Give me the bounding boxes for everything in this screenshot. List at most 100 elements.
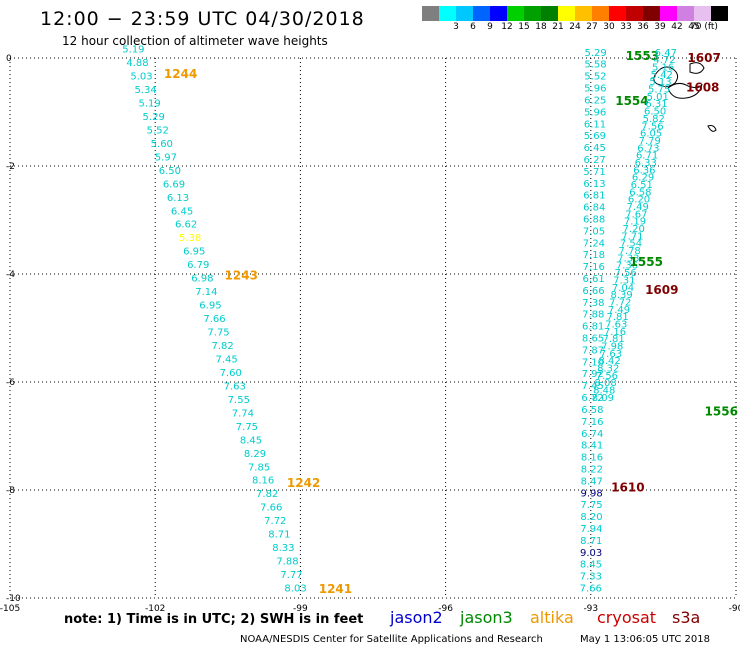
wave-height-value: 7.88 (582, 310, 604, 321)
color-scale-label: 12 (501, 22, 513, 32)
wave-height-value: 7.82 (256, 489, 278, 500)
pass-time-label: 1608 (686, 81, 719, 95)
pass-time-label: 1610 (611, 480, 644, 494)
wave-height-value: 7.75 (236, 422, 258, 433)
wave-height-value: 8.09 (592, 393, 614, 404)
wave-height-value: 6.74 (581, 429, 603, 440)
wave-height-value: 6.81 (583, 191, 605, 202)
color-swatch (456, 6, 473, 21)
wave-height-value: 8.71 (580, 536, 602, 547)
y-tick-label: -4 (6, 270, 15, 280)
wave-height-value: 6.36 (633, 165, 655, 176)
wave-height-value: 6.05 (640, 129, 662, 140)
wave-height-value: 6.51 (631, 180, 653, 191)
wave-height-value: 5.19 (122, 45, 144, 56)
color-swatch (422, 6, 439, 21)
wave-height-value: 7.56 (615, 268, 637, 279)
wave-height-value: 9.98 (581, 488, 603, 499)
color-swatch (524, 6, 541, 21)
wave-height-value: 5.97 (155, 152, 177, 163)
wave-height-value: 7.87 (582, 345, 604, 356)
wave-height-value: 8.22 (581, 464, 603, 475)
color-swatch (677, 6, 694, 21)
x-tick-label: -93 (583, 604, 598, 614)
wave-height-value: 6.45 (584, 143, 606, 154)
wave-height-value: 5.19 (139, 98, 161, 109)
wave-height-value: 7.66 (580, 584, 602, 595)
wave-height-value: 9.03 (580, 548, 602, 559)
color-scale-label: 33 (620, 22, 632, 32)
wave-height-value: 8.33 (272, 543, 294, 554)
wave-height-value: 5.29 (585, 48, 607, 59)
color-swatch (711, 6, 728, 21)
wave-height-value: 7.63 (600, 349, 622, 360)
wave-height-value: 6.58 (629, 187, 651, 198)
wave-height-value: 7.92 (582, 369, 604, 380)
wave-height-value: 5.60 (151, 139, 173, 150)
page-title: 12:00 − 23:59 UTC 04/30/2018 (40, 8, 365, 30)
wave-height-value: 6.81 (582, 322, 604, 333)
wave-height-value: 6.13 (583, 179, 605, 190)
wave-height-value: 7.56 (596, 371, 618, 382)
island-outline (689, 62, 705, 74)
wave-height-value: 5.96 (584, 107, 606, 118)
legend-item-s3a: s3a (672, 608, 701, 627)
legend-item-jason2: jason2 (390, 608, 443, 627)
wave-height-value: 7.49 (608, 305, 630, 316)
page-subtitle: 12 hour collection of altimeter wave hei… (62, 34, 328, 48)
wave-height-value: 6.88 (583, 214, 605, 225)
color-swatch (694, 6, 711, 21)
wave-height-value: 5.13 (649, 77, 671, 88)
pass-time-label: 1556 (705, 405, 738, 419)
wave-height-value: 6.29 (632, 173, 654, 184)
color-scale-label: 36 (637, 22, 649, 32)
wave-height-value: 5.52 (147, 125, 169, 136)
wave-height-value: 8.65 (582, 334, 604, 345)
wave-height-value: 6.45 (171, 206, 193, 217)
wave-height-value: 5.34 (134, 85, 156, 96)
color-scale-label: 24 (569, 22, 581, 32)
wave-height-value: 8.16 (581, 453, 603, 464)
island-outline (653, 66, 679, 88)
wave-height-value: 7.16 (581, 417, 603, 428)
color-swatch (575, 6, 592, 21)
wave-height-value: 8.29 (244, 449, 266, 460)
wave-height-value: 6.62 (175, 220, 197, 231)
wave-height-value: 7.14 (195, 287, 217, 298)
wave-height-value: 7.55 (228, 395, 250, 406)
wave-height-value: 7.19 (624, 217, 646, 228)
wave-height-value: 7.16 (604, 327, 626, 338)
color-scale-label: 42 (671, 22, 683, 32)
y-tick-label: -8 (6, 486, 15, 496)
wave-height-value: 7.45 (581, 381, 603, 392)
wave-height-value: 7.04 (612, 283, 634, 294)
wave-height-value: 7.71 (621, 231, 643, 242)
pass-time-label: 1244 (164, 67, 197, 81)
color-swatch (592, 6, 609, 21)
color-scale-label: 27 (586, 22, 598, 32)
credit-text: NOAA/NESDIS Center for Satellite Applica… (240, 634, 543, 645)
wave-height-value: 8.08 (594, 378, 616, 389)
wave-height-value: 5.75 (648, 85, 670, 96)
wave-height-value: 8.03 (284, 584, 306, 595)
wave-height-value: 7.56 (641, 121, 663, 132)
color-scale-label: 6 (470, 22, 476, 32)
wave-height-value: 6.58 (581, 405, 603, 416)
wave-height-value: 5.69 (584, 131, 606, 142)
legend-item-cryosat: cryosat (597, 608, 657, 627)
wave-height-value: 8.45 (240, 435, 262, 446)
color-swatch (490, 6, 507, 21)
wave-height-value: 6.71 (636, 151, 658, 162)
wave-height-value: 6.31 (645, 99, 667, 110)
wave-height-value: 8.41 (581, 441, 603, 452)
wave-height-value: 7.45 (216, 354, 238, 365)
pass-time-label: 1555 (630, 255, 663, 269)
wave-height-value: 6.47 (655, 48, 677, 59)
legend-item-altika: altika (530, 608, 574, 627)
wave-height-value: 7.54 (620, 239, 642, 250)
x-tick-label: -105 (0, 604, 20, 614)
color-swatch (541, 6, 558, 21)
wave-height-value: 5.82 (643, 114, 665, 125)
